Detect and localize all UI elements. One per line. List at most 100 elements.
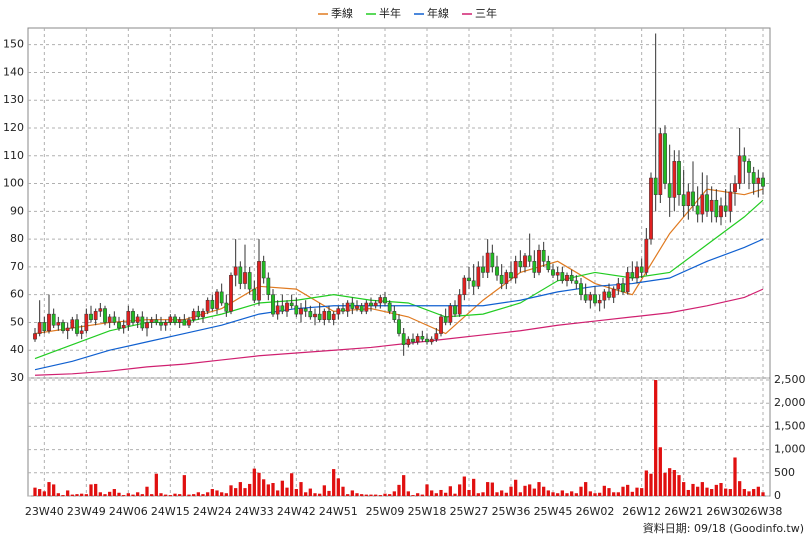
candle-body [649, 177, 653, 240]
volume-bar [280, 480, 284, 496]
volume-bar [392, 491, 396, 496]
volume-bar [644, 470, 648, 496]
volume-bar [224, 493, 228, 496]
volume-bar [369, 494, 373, 496]
volume-bar [131, 494, 135, 496]
candle-body [443, 316, 448, 323]
candle-body [261, 261, 266, 279]
volume-bar [308, 488, 312, 496]
candle-body [210, 299, 215, 309]
y2-tick-label: 2,500 [774, 373, 806, 386]
volume-bar [290, 473, 294, 496]
volume-bar [640, 488, 644, 496]
candle-body [257, 261, 261, 301]
candle-body [308, 311, 313, 318]
candle-body [406, 338, 411, 345]
y-tick-label: 110 [3, 149, 24, 162]
x-tick-label: 24W42 [277, 505, 316, 518]
candle-body [47, 313, 51, 332]
candle-body [635, 266, 639, 279]
candle-body [355, 305, 359, 309]
candle-body [145, 322, 149, 329]
y-tick-label: 100 [3, 177, 24, 190]
volume-bar [374, 494, 378, 496]
volume-bar [584, 482, 588, 496]
y-tick-label: 60 [10, 288, 24, 301]
volume-bar [364, 494, 368, 496]
volume-bar [266, 484, 270, 496]
volume-bar [500, 490, 504, 496]
candle-body [140, 316, 145, 329]
x-tick-label: 25W18 [408, 505, 447, 518]
candle-body [33, 333, 37, 340]
candle-body [247, 272, 252, 290]
candle-body [79, 330, 84, 334]
candle-body [597, 299, 602, 304]
volume-bar [453, 493, 457, 496]
x-tick-label: 24W06 [109, 505, 148, 518]
moving-average-line [34, 238, 764, 371]
candle-body [504, 272, 509, 284]
candle-body [51, 313, 56, 326]
volume-bar [378, 495, 382, 496]
candle-body [761, 177, 765, 187]
candle-body [695, 205, 700, 215]
candle-body [588, 294, 593, 301]
volume-bar [518, 492, 522, 496]
candle-body [350, 302, 355, 309]
candle-body [607, 291, 611, 298]
candle-body [177, 319, 182, 323]
candle-body [201, 311, 205, 318]
candle-body [233, 266, 238, 276]
volume-bar [122, 495, 126, 496]
y-tick-label: 130 [3, 93, 24, 106]
candle-body [663, 133, 667, 184]
candle-body [681, 194, 686, 207]
volume-bar [341, 486, 345, 496]
candle-body [303, 308, 308, 312]
volume-bar [406, 491, 410, 496]
volume-bar [89, 484, 93, 496]
candle-body [93, 311, 98, 320]
x-tick-label: 23W40 [25, 505, 64, 518]
volume-bar [61, 495, 65, 496]
volume-bar [322, 485, 326, 496]
volume-bar [588, 491, 592, 496]
volume-bar [234, 488, 238, 496]
volume-bar [66, 490, 70, 496]
volume-bar [490, 482, 494, 496]
candle-body [373, 302, 378, 307]
candle-body [448, 305, 453, 323]
volume-bar [481, 492, 485, 496]
volume-bar [210, 489, 214, 496]
volume-bar [733, 457, 737, 496]
candle-body [317, 313, 322, 320]
candle-body [289, 302, 294, 307]
candle-body [187, 319, 191, 326]
volume-bar [486, 482, 490, 496]
y-tick-label: 90 [10, 204, 24, 217]
volume-bar [756, 486, 760, 496]
candle-body [224, 302, 229, 312]
volume-bar [430, 490, 434, 496]
candle-body [425, 338, 429, 343]
volume-bar [495, 492, 499, 496]
candle-body [737, 155, 742, 184]
volume-bar [140, 494, 144, 496]
volume-bar [187, 494, 191, 496]
volume-bar [327, 490, 331, 496]
volume-bar [416, 493, 420, 496]
candle-body [163, 322, 168, 326]
x-tick-label: 24W15 [151, 505, 190, 518]
candle-body [621, 283, 625, 293]
candle-body [691, 191, 695, 207]
volume-bar [80, 493, 84, 496]
volume-bar [663, 472, 667, 496]
candle-body [509, 272, 513, 279]
volume-bar [243, 488, 247, 496]
candle-body [271, 294, 275, 315]
volume-bar [159, 493, 163, 496]
volume-bar [537, 482, 541, 496]
candle-body [747, 161, 751, 173]
y-tick-label: 140 [3, 65, 24, 78]
